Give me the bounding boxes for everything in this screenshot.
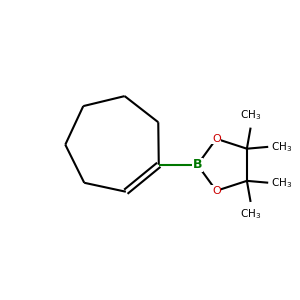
Text: CH$_3$: CH$_3$ [271, 140, 292, 154]
Text: CH$_3$: CH$_3$ [240, 109, 261, 122]
Text: CH$_3$: CH$_3$ [240, 207, 261, 221]
Text: B: B [193, 158, 202, 171]
Text: O: O [212, 134, 221, 144]
Text: O: O [212, 186, 221, 196]
Text: CH$_3$: CH$_3$ [271, 176, 292, 190]
